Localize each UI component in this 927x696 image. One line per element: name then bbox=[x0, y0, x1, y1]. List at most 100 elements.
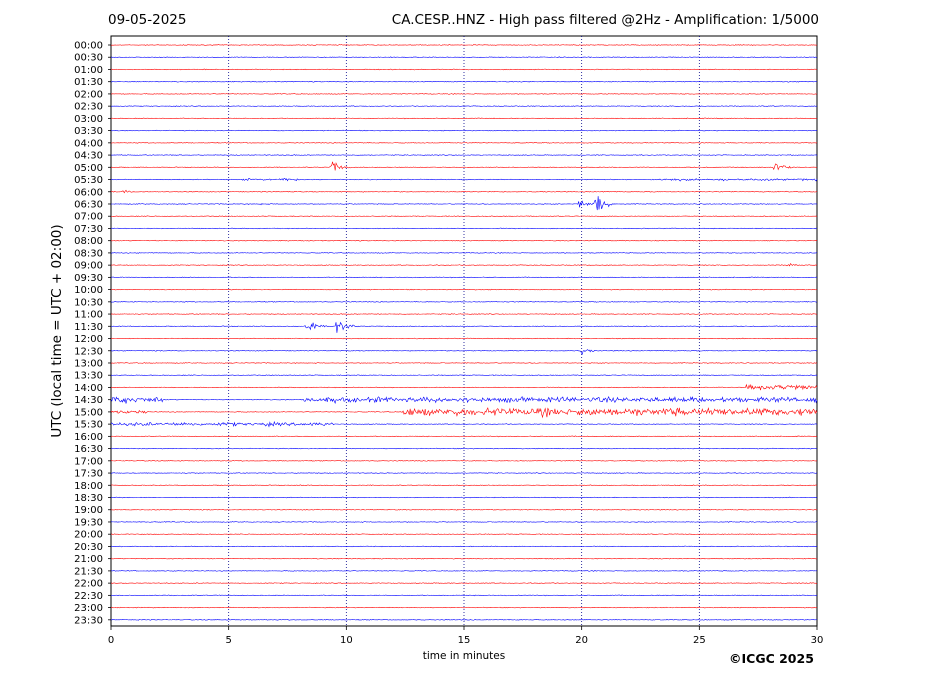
y-tick-label: 06:00 bbox=[74, 187, 103, 198]
y-tick-label: 11:00 bbox=[74, 310, 103, 321]
y-tick-label: 04:00 bbox=[74, 138, 103, 149]
trace-0900 bbox=[110, 262, 818, 267]
trace-0300 bbox=[111, 117, 818, 120]
trace-0000 bbox=[110, 44, 818, 46]
trace-1430 bbox=[110, 396, 818, 404]
x-tick-label: 20 bbox=[575, 635, 588, 646]
trace-0800 bbox=[110, 239, 818, 242]
trace-1300 bbox=[110, 362, 818, 364]
y-tick-label: 18:30 bbox=[74, 493, 103, 504]
trace-1600 bbox=[110, 435, 818, 438]
copyright-label: ©ICGC 2025 bbox=[729, 651, 814, 666]
trace-0100 bbox=[110, 68, 818, 71]
x-axis-label: time in minutes bbox=[422, 650, 506, 662]
trace-2230 bbox=[110, 594, 818, 597]
trace-1530 bbox=[110, 420, 818, 428]
y-tick-label: 01:30 bbox=[74, 77, 103, 88]
trace-2030 bbox=[110, 545, 818, 548]
y-tick-label: 09:00 bbox=[74, 261, 103, 272]
y-tick-label: 13:00 bbox=[74, 358, 103, 369]
y-tick-label: 10:30 bbox=[74, 297, 103, 308]
x-tick-label: 15 bbox=[458, 635, 471, 646]
y-tick-label: 00:00 bbox=[74, 41, 103, 52]
y-tick-label: 18:00 bbox=[74, 481, 103, 492]
trace-2130 bbox=[111, 570, 818, 572]
trace-0700 bbox=[110, 215, 818, 218]
y-tick-label: 07:00 bbox=[74, 212, 103, 223]
y-tick-label: 13:30 bbox=[74, 371, 103, 382]
y-tick-label: 03:00 bbox=[74, 114, 103, 125]
trace-2330 bbox=[110, 618, 818, 621]
y-tick-label: 02:30 bbox=[74, 102, 103, 113]
trace-2000 bbox=[110, 533, 818, 536]
trace-1930 bbox=[110, 521, 818, 523]
x-tick-label: 10 bbox=[340, 635, 353, 646]
trace-1030 bbox=[110, 301, 818, 303]
trace-0230 bbox=[110, 105, 818, 107]
trace-0530 bbox=[110, 178, 818, 182]
y-tick-label: 11:30 bbox=[74, 322, 103, 333]
y-tick-label: 23:00 bbox=[74, 603, 103, 614]
y-tick-label: 10:00 bbox=[74, 285, 103, 296]
y-tick-label: 06:30 bbox=[74, 199, 103, 210]
y-tick-label: 21:00 bbox=[74, 554, 103, 565]
trace-0600 bbox=[110, 189, 818, 194]
y-tick-label: 07:30 bbox=[74, 224, 103, 235]
trace-1230 bbox=[110, 349, 818, 355]
trace-1330 bbox=[110, 374, 818, 377]
trace-0500 bbox=[110, 161, 818, 171]
trace-0630 bbox=[110, 196, 818, 211]
y-tick-label: 05:30 bbox=[74, 175, 103, 186]
y-tick-label: 22:30 bbox=[74, 591, 103, 602]
trace-1500 bbox=[110, 407, 818, 419]
y-tick-label: 17:30 bbox=[74, 469, 103, 480]
trace-1830 bbox=[110, 496, 818, 499]
x-tick-label: 25 bbox=[693, 635, 706, 646]
trace-0200 bbox=[110, 93, 818, 95]
y-tick-label: 14:00 bbox=[74, 383, 103, 394]
trace-2100 bbox=[110, 557, 818, 560]
trace-0830 bbox=[110, 252, 818, 254]
x-tick-label: 0 bbox=[108, 635, 114, 646]
y-tick-label: 14:30 bbox=[74, 395, 103, 406]
trace-1730 bbox=[110, 472, 818, 474]
y-tick-label: 01:00 bbox=[74, 65, 103, 76]
trace-0430 bbox=[110, 154, 818, 156]
y-tick-label: 09:30 bbox=[74, 273, 103, 284]
chart-title: CA.CESP..HNZ - High pass filtered @2Hz -… bbox=[391, 12, 819, 28]
y-tick-label: 12:30 bbox=[74, 346, 103, 357]
y-tick-label: 02:00 bbox=[74, 89, 103, 100]
y-tick-label: 04:30 bbox=[74, 151, 103, 162]
trace-1100 bbox=[110, 313, 818, 315]
trace-1000 bbox=[110, 288, 818, 291]
y-tick-label: 20:30 bbox=[74, 542, 103, 553]
trace-1200 bbox=[110, 337, 818, 340]
trace-1900 bbox=[110, 508, 818, 511]
y-tick-label: 05:00 bbox=[74, 163, 103, 174]
trace-0330 bbox=[110, 129, 818, 132]
trace-2300 bbox=[110, 606, 818, 609]
trace-0730 bbox=[110, 227, 818, 230]
y-tick-label: 17:00 bbox=[74, 456, 103, 467]
x-tick-label: 30 bbox=[811, 635, 824, 646]
y-tick-label: 08:30 bbox=[74, 248, 103, 259]
trace-1130 bbox=[111, 321, 818, 333]
y-tick-label: 21:30 bbox=[74, 566, 103, 577]
y-tick-label: 03:30 bbox=[74, 126, 103, 137]
trace-1700 bbox=[110, 459, 818, 462]
y-tick-label: 00:30 bbox=[74, 53, 103, 64]
y-tick-label: 15:00 bbox=[74, 407, 103, 418]
y-tick-label: 15:30 bbox=[74, 420, 103, 431]
x-tick-label: 5 bbox=[225, 635, 231, 646]
trace-1630 bbox=[110, 447, 818, 450]
trace-0930 bbox=[110, 276, 818, 279]
y-tick-label: 22:00 bbox=[74, 579, 103, 590]
trace-0030 bbox=[110, 56, 818, 59]
y-tick-label: 19:00 bbox=[74, 505, 103, 516]
y-tick-label: 16:30 bbox=[74, 444, 103, 455]
trace-0130 bbox=[110, 80, 818, 83]
y-tick-label: 12:00 bbox=[74, 334, 103, 345]
y-tick-label: 20:00 bbox=[74, 530, 103, 541]
trace-0400 bbox=[110, 142, 818, 144]
